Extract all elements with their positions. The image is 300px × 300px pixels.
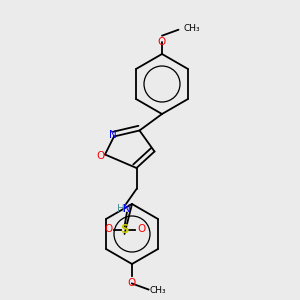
- Text: H: H: [117, 203, 125, 214]
- Text: O: O: [158, 37, 166, 47]
- Text: N: N: [109, 130, 116, 140]
- Text: O: O: [137, 224, 145, 235]
- Text: N: N: [123, 203, 131, 214]
- Text: CH₃: CH₃: [183, 24, 200, 33]
- Text: O: O: [104, 224, 112, 235]
- Text: O: O: [96, 151, 105, 161]
- Text: S: S: [120, 223, 129, 236]
- Text: O: O: [128, 278, 136, 287]
- Text: CH₃: CH₃: [150, 286, 166, 295]
